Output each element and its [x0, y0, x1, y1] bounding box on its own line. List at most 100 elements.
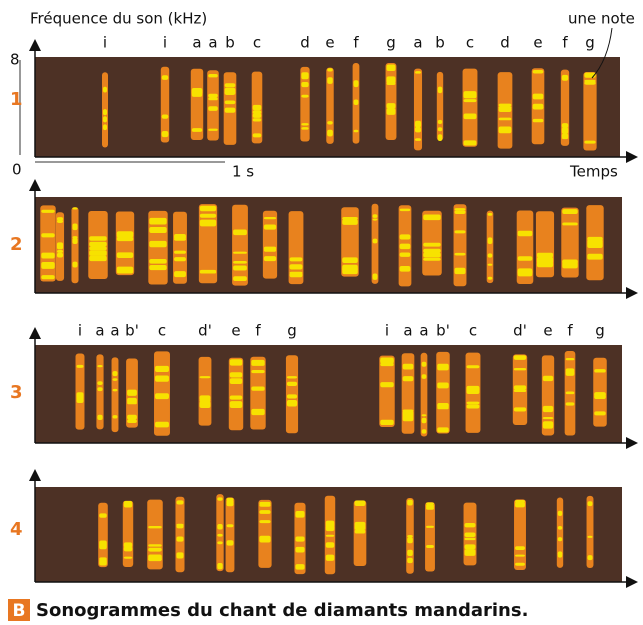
note-letter: a — [403, 322, 412, 340]
note-highlight — [594, 392, 606, 398]
note-highlight — [253, 113, 262, 118]
note-highlight — [438, 120, 442, 124]
note-highlight — [326, 521, 334, 528]
note-letter: d' — [198, 322, 212, 340]
note-letter: g — [585, 34, 595, 52]
note-letter: b — [435, 34, 445, 52]
note-highlight — [488, 264, 493, 266]
note-highlight — [208, 129, 218, 131]
note-highlight — [89, 242, 106, 247]
note-highlight — [72, 262, 77, 268]
note-highlight — [426, 502, 434, 504]
note-highlight — [57, 217, 63, 220]
note-letter: a — [419, 322, 428, 340]
note-highlight — [200, 214, 216, 218]
note-blob — [40, 205, 55, 281]
note-highlight — [355, 530, 366, 534]
note-highlight — [253, 133, 262, 137]
note-highlight — [455, 230, 466, 233]
note-highlight — [253, 105, 262, 110]
note-highlight — [400, 209, 411, 211]
note-highlight — [373, 239, 378, 244]
note-blob — [425, 502, 435, 571]
note-highlight — [515, 555, 525, 557]
note-highlight — [415, 121, 421, 127]
note-highlight — [200, 376, 211, 378]
note-blob — [463, 69, 478, 147]
note-highlight — [148, 548, 162, 552]
note-highlight — [103, 110, 107, 115]
note-highlight — [422, 429, 427, 433]
note-highlight — [380, 420, 393, 425]
note-highlight — [464, 91, 477, 98]
note-highlight — [124, 547, 132, 552]
note-highlight — [499, 118, 512, 121]
note-highlight — [217, 563, 222, 569]
note-highlight — [259, 536, 270, 543]
note-highlight — [467, 386, 480, 391]
note-highlight — [99, 559, 107, 566]
note-blob — [258, 500, 271, 568]
note-highlight — [174, 271, 186, 277]
note-highlight — [566, 370, 575, 376]
note-highlight — [437, 406, 448, 409]
note-blob — [229, 358, 243, 430]
note-highlight — [584, 82, 595, 85]
caption-text: Sonogrammes du chant de diamants mandari… — [36, 600, 528, 621]
note-highlight — [403, 364, 414, 370]
note-highlight — [227, 503, 234, 506]
note-highlight — [149, 259, 166, 264]
note-highlight — [162, 114, 168, 118]
note-highlight — [422, 414, 427, 416]
note-highlight — [558, 537, 562, 541]
note-highlight — [562, 222, 577, 225]
note-highlight — [326, 535, 334, 537]
note-highlight — [200, 401, 211, 408]
note-highlight — [301, 127, 308, 130]
note-highlight — [400, 266, 411, 272]
note-highlight — [355, 500, 366, 505]
note-highlight — [113, 371, 118, 376]
note-highlight — [415, 138, 421, 141]
note-blob — [175, 497, 184, 573]
note-highlight — [103, 116, 107, 122]
note-highlight — [176, 524, 183, 528]
note-highlight — [543, 417, 553, 419]
note-highlight — [588, 501, 593, 506]
note-highlight — [208, 106, 218, 111]
note-highlight — [259, 510, 270, 514]
note-highlight — [543, 406, 553, 412]
note-highlight — [253, 110, 262, 114]
note-highlight — [155, 366, 169, 372]
note-highlight — [259, 520, 270, 523]
note-highlight — [327, 77, 332, 84]
note-letter: e — [231, 322, 240, 340]
note-letter: i — [78, 322, 82, 340]
note-letter: e — [533, 34, 542, 52]
note-letter: b' — [436, 322, 450, 340]
note-highlight — [342, 267, 358, 274]
note-highlight — [387, 108, 396, 115]
note-highlight — [287, 400, 297, 406]
note-highlight — [72, 207, 77, 209]
note-letter: d — [500, 34, 510, 52]
note-highlight — [465, 538, 476, 540]
note-highlight — [387, 82, 396, 85]
note-blob — [112, 357, 119, 432]
note-highlight — [99, 513, 107, 517]
note-highlight — [155, 393, 169, 399]
note-highlight — [465, 544, 476, 549]
note-highlight — [533, 106, 544, 109]
note-highlight — [464, 140, 477, 145]
note-letter: f — [255, 322, 261, 340]
sonograms — [35, 57, 622, 582]
note-highlight — [423, 253, 441, 258]
note-highlight — [301, 95, 308, 98]
note-highlight — [217, 497, 222, 500]
note-highlight — [488, 237, 493, 244]
note-blob — [116, 211, 134, 275]
note-highlight — [587, 254, 602, 260]
note-highlight — [301, 72, 308, 79]
note-highlight — [99, 541, 107, 547]
note-highlight — [227, 524, 234, 527]
